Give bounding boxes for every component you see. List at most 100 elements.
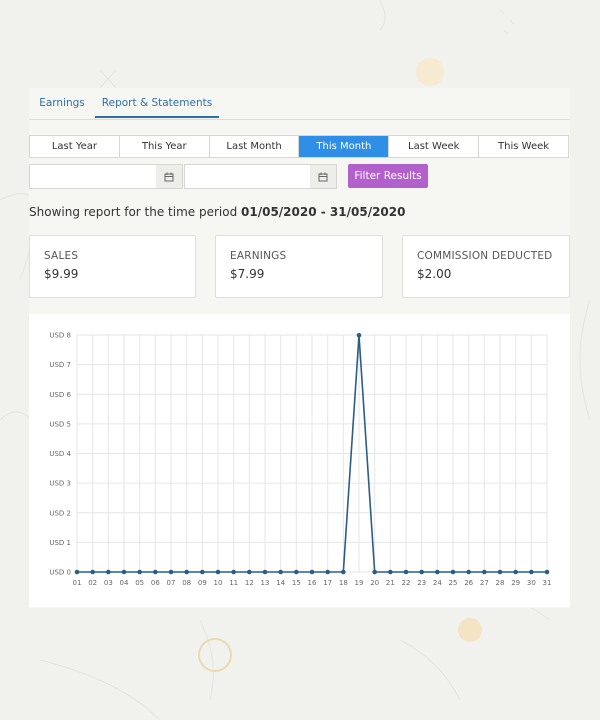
stat-label: COMMISSION DEDUCTED xyxy=(417,250,553,262)
x-tick-label: 19 xyxy=(355,579,364,587)
y-tick-label: USD 0 xyxy=(49,569,71,577)
data-point xyxy=(341,569,346,575)
x-tick-label: 08 xyxy=(182,579,191,587)
data-point xyxy=(106,569,111,575)
data-point xyxy=(121,569,127,575)
date-to-calendar-button[interactable] xyxy=(310,164,337,189)
x-tick-label: 17 xyxy=(323,579,332,587)
data-point xyxy=(137,569,142,575)
data-point xyxy=(450,569,456,575)
data-point xyxy=(231,569,236,575)
x-tick-label: 10 xyxy=(214,579,223,587)
x-tick-label: 06 xyxy=(151,579,160,587)
data-point xyxy=(497,569,503,575)
earnings-chart-card: USD 0 USD 1 USD 2 USD 3 USD 4 USD 5 USD 6 USD 7… xyxy=(29,314,570,607)
x-tick-label: 24 xyxy=(433,579,442,587)
date-from-calendar-button[interactable] xyxy=(156,164,183,189)
data-point xyxy=(513,569,518,575)
stat-label: EARNINGS xyxy=(230,250,287,262)
x-tick-label: 27 xyxy=(480,579,489,587)
data-point xyxy=(403,569,409,575)
period-this-month[interactable]: This Month xyxy=(299,136,390,157)
data-point xyxy=(215,569,221,575)
y-tick-label: USD 3 xyxy=(49,480,71,488)
data-point xyxy=(278,569,283,575)
date-from-input[interactable] xyxy=(30,166,156,189)
x-tick-label: 28 xyxy=(496,579,505,587)
x-tick-label: 23 xyxy=(417,579,426,587)
stat-value: $9.99 xyxy=(44,267,79,281)
x-tick-label: 04 xyxy=(120,579,129,587)
y-tick-label: USD 6 xyxy=(49,391,71,399)
y-tick-label: USD 8 xyxy=(49,332,71,340)
filter-results-button[interactable]: Filter Results xyxy=(348,164,428,188)
x-tick-label: 12 xyxy=(245,579,254,587)
report-date-range: 01/05/2020 - 31/05/2020 xyxy=(241,205,406,219)
data-point xyxy=(419,569,424,575)
date-from-field xyxy=(29,164,157,189)
y-tick-label: USD 7 xyxy=(49,361,71,369)
stat-label: SALES xyxy=(44,250,79,262)
period-last-month[interactable]: Last Month xyxy=(210,136,300,157)
y-tick-label: USD 4 xyxy=(49,450,71,458)
x-tick-label: 31 xyxy=(543,579,552,587)
x-tick-label: 11 xyxy=(229,579,238,587)
stat-card-sales: SALES $9.99 xyxy=(29,235,196,298)
data-point xyxy=(262,569,268,575)
x-tick-label: 25 xyxy=(449,579,458,587)
stat-card-commission: COMMISSION DEDUCTED $2.00 xyxy=(402,235,570,298)
y-tick-label: USD 1 xyxy=(49,539,71,547)
data-point xyxy=(309,569,315,575)
period-this-week[interactable]: This Week xyxy=(498,141,550,152)
data-point xyxy=(325,569,330,575)
period-last-year[interactable]: Last Year xyxy=(30,136,120,157)
x-tick-label: 03 xyxy=(104,579,113,587)
x-tick-label: 07 xyxy=(167,579,176,587)
data-point xyxy=(247,569,252,575)
data-point xyxy=(388,569,393,575)
data-point xyxy=(168,569,174,575)
data-point xyxy=(90,569,95,575)
data-point xyxy=(529,569,534,575)
calendar-icon xyxy=(164,172,174,181)
report-prefix: Showing report for the time period xyxy=(29,205,242,219)
stat-card-earnings: EARNINGS $7.99 xyxy=(215,235,383,298)
period-this-year[interactable]: This Year xyxy=(120,136,210,157)
stat-value: $7.99 xyxy=(230,267,265,281)
x-tick-label: 01 xyxy=(73,579,82,587)
x-tick-label: 26 xyxy=(464,579,473,587)
x-tick-label: 30 xyxy=(527,579,536,587)
period-last-week[interactable]: Last Week xyxy=(389,136,480,157)
data-point xyxy=(200,569,205,575)
calendar-icon xyxy=(318,172,328,181)
x-tick-label: 13 xyxy=(261,579,270,587)
x-tick-label: 21 xyxy=(386,579,395,587)
period-selector: Last Year This Year Last Month This Mont… xyxy=(29,135,569,158)
x-tick-label: 14 xyxy=(276,579,285,587)
x-tick-label: 09 xyxy=(198,579,207,587)
data-point xyxy=(372,569,377,575)
x-tick-label: 15 xyxy=(292,579,301,587)
data-point xyxy=(153,569,158,575)
x-tick-label: 22 xyxy=(402,579,411,587)
data-point xyxy=(74,569,80,575)
data-point xyxy=(294,569,299,575)
y-tick-label: USD 2 xyxy=(49,509,71,517)
x-tick-label: 05 xyxy=(135,579,144,587)
tab-report-statements[interactable]: Report & Statements xyxy=(95,91,219,118)
data-point xyxy=(466,569,471,575)
date-to-input[interactable] xyxy=(185,166,310,189)
data-point xyxy=(544,569,550,575)
data-point xyxy=(482,569,487,575)
x-tick-label: 18 xyxy=(339,579,348,587)
tab-earnings[interactable]: Earnings xyxy=(39,97,85,109)
x-tick-label: 29 xyxy=(511,579,520,587)
x-tick-label: 02 xyxy=(88,579,97,587)
x-tick-label: 20 xyxy=(370,579,379,587)
data-point xyxy=(435,569,440,575)
tab-bar: Earnings Report & Statements xyxy=(29,91,570,120)
data-point xyxy=(184,569,189,575)
stat-value: $2.00 xyxy=(417,267,452,281)
date-to-field xyxy=(184,164,311,189)
data-point xyxy=(356,332,362,338)
